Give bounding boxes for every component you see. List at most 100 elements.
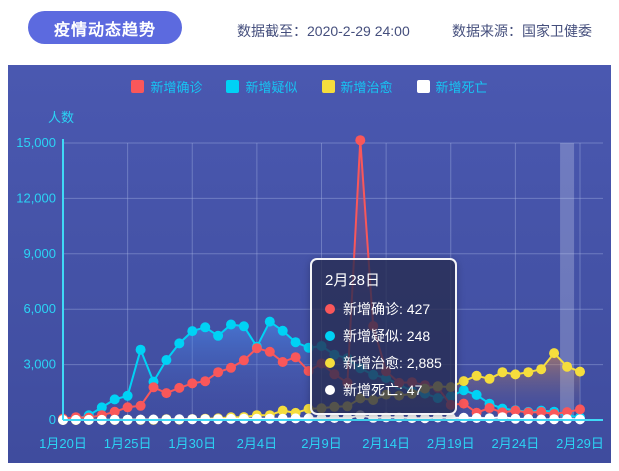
data-point[interactable] bbox=[161, 388, 172, 399]
tooltip-title: 2月28日 bbox=[325, 272, 381, 289]
chart-panel: 新增确诊 新增疑似 新增治愈 新增死亡 0 3,000 6,000 9,000 12,0… bbox=[8, 65, 611, 463]
data-point[interactable] bbox=[187, 326, 198, 337]
legend-label: 新增死亡 bbox=[435, 80, 488, 95]
data-point[interactable] bbox=[200, 322, 211, 333]
data-point[interactable] bbox=[575, 366, 585, 377]
legend-item-deaths[interactable]: 新增死亡 bbox=[416, 77, 488, 96]
data-point[interactable] bbox=[226, 319, 236, 330]
tooltip-row-text: 新增治愈: 2,885 bbox=[343, 354, 442, 371]
legend: 新增确诊 新增疑似 新增治愈 新增死亡 bbox=[8, 77, 611, 96]
data-point[interactable] bbox=[471, 389, 482, 400]
data-point[interactable] bbox=[122, 390, 133, 401]
data-point[interactable] bbox=[226, 362, 236, 373]
data-point[interactable] bbox=[484, 403, 495, 413]
data-point[interactable] bbox=[523, 367, 534, 378]
x-tick-label: 2月4日 bbox=[237, 436, 277, 451]
data-point[interactable] bbox=[290, 337, 301, 348]
data-point[interactable] bbox=[303, 413, 314, 424]
data-point[interactable] bbox=[251, 343, 262, 354]
data-point[interactable] bbox=[238, 355, 249, 366]
data-point[interactable] bbox=[458, 398, 469, 409]
tooltip-row: 新增确诊: 427 bbox=[325, 295, 442, 322]
data-point[interactable] bbox=[549, 348, 560, 359]
y-tick-label: 9,000 bbox=[23, 246, 56, 261]
legend-item-suspected[interactable]: 新增疑似 bbox=[226, 77, 298, 96]
x-tick-label: 1月30日 bbox=[168, 436, 216, 451]
data-point[interactable] bbox=[290, 413, 301, 424]
data-point[interactable] bbox=[213, 330, 224, 341]
data-point[interactable] bbox=[174, 382, 185, 393]
data-point[interactable] bbox=[471, 370, 482, 381]
data-point[interactable] bbox=[148, 382, 159, 393]
data-point[interactable] bbox=[96, 402, 107, 413]
hover-highlight-band bbox=[560, 143, 575, 420]
data-point[interactable] bbox=[471, 413, 482, 423]
x-tick-label: 2月24日 bbox=[492, 436, 540, 451]
data-point[interactable] bbox=[135, 344, 146, 355]
data-point[interactable] bbox=[277, 405, 288, 416]
suspected-swatch-icon bbox=[226, 80, 240, 93]
data-point[interactable] bbox=[484, 413, 495, 424]
data-point[interactable] bbox=[458, 412, 469, 423]
data-point[interactable] bbox=[290, 352, 301, 363]
confirmed-swatch-icon bbox=[131, 80, 145, 93]
y-tick-label: 3,000 bbox=[23, 357, 56, 372]
x-tick-label: 2月19日 bbox=[427, 436, 475, 451]
cured-swatch-icon bbox=[321, 80, 335, 93]
data-point[interactable] bbox=[174, 338, 185, 349]
data-point[interactable] bbox=[109, 394, 120, 405]
data-point[interactable] bbox=[575, 404, 585, 415]
data-point[interactable] bbox=[277, 413, 288, 424]
data-point[interactable] bbox=[277, 357, 288, 367]
data-point[interactable] bbox=[497, 367, 508, 378]
data-point[interactable] bbox=[122, 402, 133, 413]
data-point[interactable] bbox=[251, 413, 262, 424]
legend-item-cured[interactable]: 新增治愈 bbox=[321, 77, 393, 96]
suspected-dot-icon bbox=[325, 330, 335, 341]
data-point[interactable] bbox=[200, 376, 211, 387]
data-point[interactable] bbox=[536, 364, 547, 375]
legend-label: 新增疑似 bbox=[245, 80, 298, 95]
data-point[interactable] bbox=[458, 385, 469, 396]
data-point[interactable] bbox=[484, 373, 495, 384]
data-point[interactable] bbox=[213, 367, 224, 378]
header: 疫情动态趋势 数据截至：2020-2-29 24:00 数据来源：国家卫健委 bbox=[0, 0, 619, 60]
data-point[interactable] bbox=[135, 400, 146, 411]
data-point[interactable] bbox=[510, 405, 521, 416]
deaths-dot-icon bbox=[325, 384, 335, 395]
data-point[interactable] bbox=[510, 413, 521, 424]
data-point[interactable] bbox=[536, 407, 547, 417]
legend-label: 新增确诊 bbox=[150, 80, 203, 95]
tooltip-row: 新增治愈: 2,885 bbox=[325, 349, 442, 376]
data-point[interactable] bbox=[562, 407, 573, 418]
legend-item-confirmed[interactable]: 新增确诊 bbox=[131, 77, 202, 96]
data-point[interactable] bbox=[277, 325, 288, 336]
data-point[interactable] bbox=[355, 135, 366, 146]
x-tick-label: 2月14日 bbox=[362, 436, 410, 451]
data-point[interactable] bbox=[510, 369, 521, 380]
data-point[interactable] bbox=[161, 355, 172, 365]
data-point[interactable] bbox=[187, 378, 198, 389]
confirmed-dot-icon bbox=[325, 303, 335, 314]
data-point[interactable] bbox=[264, 346, 275, 357]
y-tick-label: 6,000 bbox=[23, 301, 56, 316]
deaths-swatch-icon bbox=[416, 80, 430, 93]
data-point[interactable] bbox=[109, 406, 120, 417]
y-tick-label: 15,000 bbox=[16, 135, 56, 150]
data-point[interactable] bbox=[458, 376, 469, 387]
data-point[interactable] bbox=[264, 413, 275, 424]
y-tick-label: 12,000 bbox=[16, 190, 56, 205]
tooltip-row: 新增死亡: 47 bbox=[325, 376, 442, 403]
x-tick-label: 2月9日 bbox=[301, 436, 341, 451]
data-point[interactable] bbox=[226, 413, 236, 424]
tooltip-row-text: 新增确诊: 427 bbox=[343, 300, 431, 317]
title-pill-button[interactable]: 疫情动态趋势 bbox=[28, 11, 183, 44]
data-point[interactable] bbox=[238, 321, 249, 332]
data-point[interactable] bbox=[562, 361, 573, 372]
x-tick-label: 1月20日 bbox=[39, 436, 87, 451]
y-axis-unit-label: 人数 bbox=[48, 110, 75, 125]
x-tick-label: 1月25日 bbox=[104, 436, 152, 451]
data-point[interactable] bbox=[264, 316, 275, 327]
data-point[interactable] bbox=[238, 413, 249, 424]
